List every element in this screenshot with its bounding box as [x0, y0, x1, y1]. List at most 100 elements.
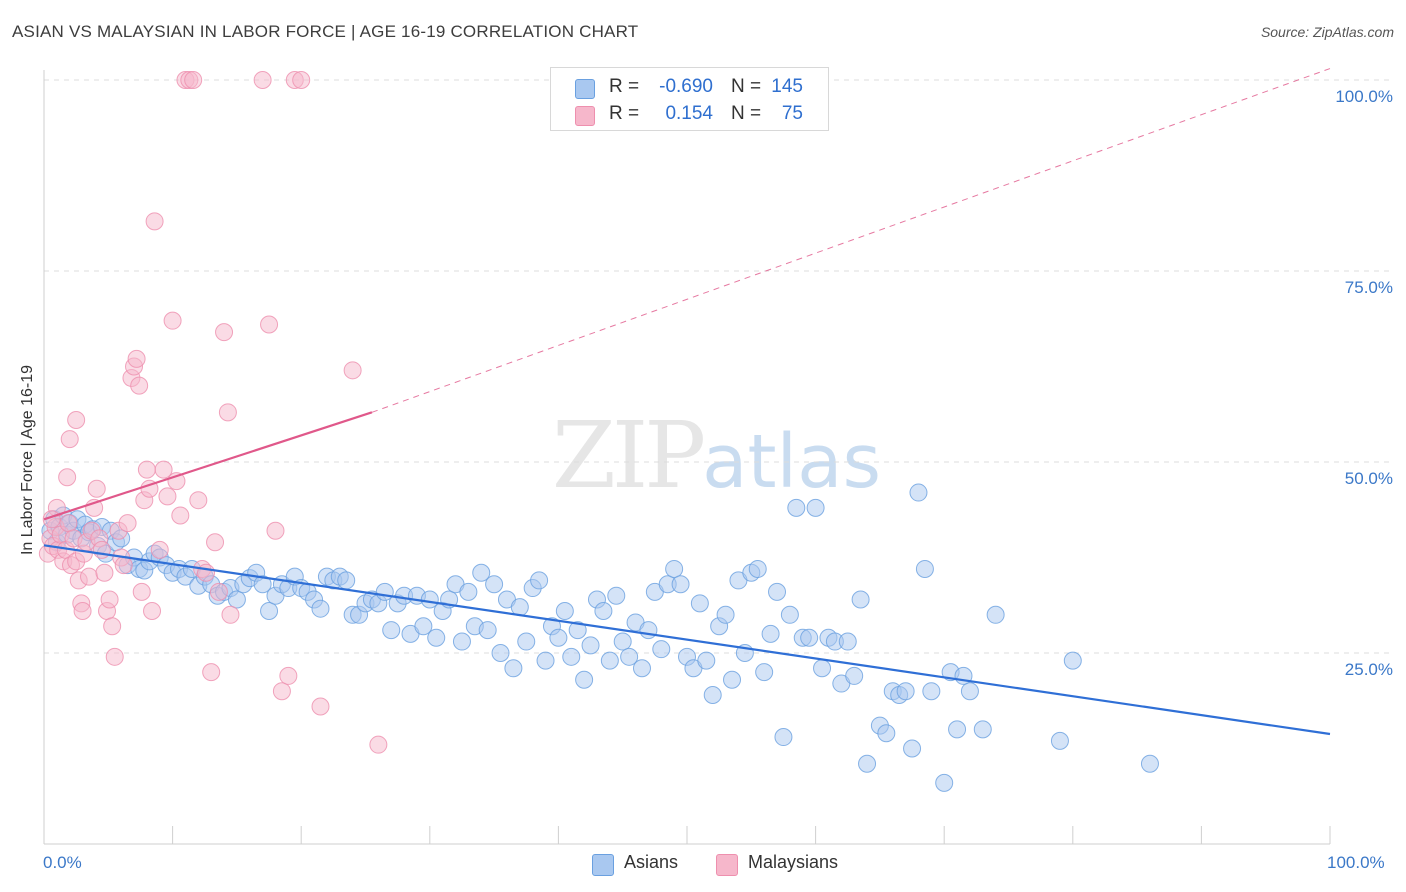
data-point-malaysians: [130, 376, 149, 395]
data-point-asians: [253, 575, 272, 594]
data-point-asians: [632, 659, 651, 678]
data-point-asians: [536, 651, 555, 670]
data-point-malaysians: [114, 556, 133, 575]
data-point-asians: [787, 498, 806, 517]
data-point-malaysians: [171, 506, 190, 525]
data-point-asians: [768, 582, 787, 601]
data-point-malaysians: [60, 430, 79, 449]
data-point-malaysians: [143, 601, 162, 620]
data-point-malaysians: [154, 460, 173, 479]
data-point-malaysians: [59, 514, 78, 533]
data-point-asians: [774, 728, 793, 747]
data-point-malaysians: [272, 682, 291, 701]
data-point-malaysians: [253, 71, 272, 89]
trend-line-asians: [43, 544, 1331, 736]
data-point-asians: [568, 621, 587, 640]
data-point-asians: [260, 601, 279, 620]
data-point-asians: [478, 621, 497, 640]
data-point-asians: [459, 582, 478, 601]
data-point-asians: [755, 663, 774, 682]
bottom-legend-swatch-asians: [592, 854, 614, 876]
data-point-asians: [697, 651, 716, 670]
data-point-asians: [665, 559, 684, 578]
data-point-malaysians: [103, 617, 122, 636]
data-point-asians: [427, 628, 446, 647]
data-point-malaysians: [158, 487, 177, 506]
data-point-malaysians: [184, 71, 203, 89]
data-point-asians: [690, 594, 709, 613]
data-point-asians: [1140, 754, 1159, 773]
trend-line-malaysians: [43, 411, 373, 521]
data-point-malaysians: [292, 71, 311, 89]
source-label: Source: ZipAtlas.com: [1260, 24, 1394, 40]
legend-n-label: N =: [731, 76, 762, 97]
data-point-malaysians: [343, 361, 362, 380]
data-point-malaysians: [73, 601, 92, 620]
data-point-asians: [723, 670, 742, 689]
data-point-malaysians: [87, 479, 106, 498]
data-point-asians: [877, 724, 896, 743]
data-point-asians: [227, 590, 246, 609]
data-point-malaysians: [189, 491, 208, 510]
data-point-asians: [986, 605, 1005, 624]
data-point-asians: [639, 621, 658, 640]
data-point-asians: [555, 601, 574, 620]
data-point-malaysians: [67, 410, 86, 429]
data-point-malaysians: [80, 567, 99, 586]
data-point-asians: [748, 559, 767, 578]
y-tick-label-100: 100.0%: [1335, 87, 1393, 106]
data-point-malaysians: [369, 735, 388, 754]
data-point-asians: [562, 647, 581, 666]
data-point-asians: [935, 773, 954, 792]
data-point-asians: [800, 628, 819, 647]
x-tick-label-max: 100.0%: [1327, 853, 1385, 872]
bottom-legend-label-malaysians: Malaysians: [748, 852, 839, 872]
data-point-asians: [414, 617, 433, 636]
x-tick-label-min: 0.0%: [43, 853, 82, 872]
data-point-asians: [838, 632, 857, 651]
data-point-asians: [716, 605, 735, 624]
data-point-malaysians: [260, 315, 279, 334]
data-point-asians: [600, 651, 619, 670]
legend-n-value: 145: [771, 76, 803, 97]
data-point-malaysians: [95, 563, 114, 582]
data-point-asians: [761, 624, 780, 643]
data-point-asians: [581, 636, 600, 655]
legend-row-asians: R = -0.690 N = 145: [551, 76, 828, 100]
data-point-asians: [922, 682, 941, 701]
data-point-asians: [485, 575, 504, 594]
data-point-malaysians: [218, 403, 237, 422]
data-point-malaysians: [145, 212, 164, 231]
data-point-asians: [504, 659, 523, 678]
data-point-asians: [594, 601, 613, 620]
watermark-atlas: atlas: [702, 419, 881, 505]
legend-r-value: 0.154: [665, 103, 713, 124]
data-point-malaysians: [127, 349, 146, 368]
legend-row-malaysians: R = 0.154 N = 75: [551, 103, 828, 127]
data-point-malaysians: [105, 647, 124, 666]
data-point-malaysians: [163, 311, 182, 330]
legend-n-label: N =: [731, 103, 762, 124]
data-point-malaysians: [311, 697, 330, 716]
data-point-malaysians: [100, 590, 119, 609]
data-point-asians: [845, 666, 864, 685]
data-point-asians: [337, 571, 356, 590]
watermark: ZIPatlas: [552, 402, 881, 509]
data-point-asians: [530, 571, 549, 590]
data-point-asians: [607, 586, 626, 605]
data-point-asians: [780, 605, 799, 624]
data-point-asians: [510, 598, 529, 617]
data-point-asians: [620, 647, 639, 666]
data-point-asians: [858, 754, 877, 773]
data-point-asians: [472, 563, 491, 582]
data-point-asians: [813, 659, 832, 678]
data-point-malaysians: [215, 323, 234, 342]
data-point-malaysians: [118, 514, 137, 533]
data-point-asians: [703, 686, 722, 705]
data-point-asians: [903, 739, 922, 758]
data-point-malaysians: [58, 468, 77, 487]
data-point-malaysians: [150, 540, 169, 559]
legend-r-label: R =: [609, 76, 640, 97]
data-point-asians: [382, 621, 401, 640]
chart-title: ASIAN VS MALAYSIAN IN LABOR FORCE | AGE …: [12, 22, 639, 41]
